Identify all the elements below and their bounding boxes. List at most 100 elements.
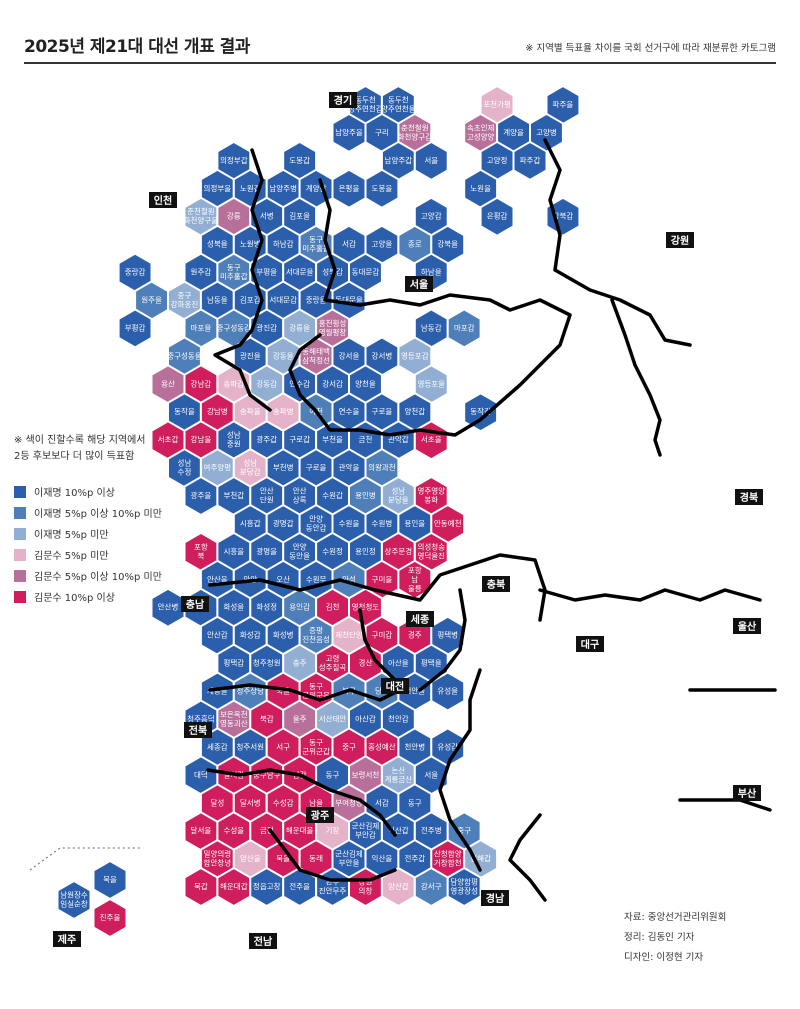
district-label: 김천: [326, 602, 340, 612]
district-label: 서갑: [342, 240, 356, 249]
district-label: 춘천철원: [401, 122, 429, 132]
district-label: 군위군갑: [302, 747, 330, 756]
district-label: 서초갑: [158, 435, 179, 444]
district-label: 송파갑: [223, 379, 244, 388]
district-label: 봉화: [424, 496, 438, 505]
legend-label: 이재명 5%p 이상 10%p 미만: [34, 509, 162, 520]
region-badge: 대구: [576, 636, 604, 652]
district-label: 송파을: [240, 407, 261, 416]
district-label: 계양갑: [306, 183, 327, 193]
district-label: 고양정: [487, 155, 508, 165]
district-label: 노원을: [470, 184, 491, 193]
district-label: 산청함양: [434, 849, 462, 859]
district-label: 영주영양: [417, 486, 445, 496]
district-label: 중랑을: [306, 296, 327, 305]
district-label: 화성을: [223, 603, 244, 612]
district-label: 마포갑: [454, 323, 475, 332]
district-label: 남: [411, 575, 418, 584]
district-label: 평택갑: [223, 658, 244, 668]
district-label: 남양주갑: [385, 156, 413, 165]
region-badge-label: 전남: [254, 935, 273, 948]
district-label: 평택병: [437, 630, 458, 640]
district-label: 용산: [161, 378, 175, 388]
district-label: 강서을: [339, 350, 360, 360]
district-label: 강동갑: [256, 378, 277, 388]
district-label: 미추홀갑: [220, 271, 248, 281]
region-badge: 경기: [329, 92, 357, 108]
district-label: 양천갑: [404, 406, 425, 416]
region-badge: 제주: [53, 931, 81, 947]
district-label: 중구성동을: [167, 351, 202, 360]
district-label: 군산김제: [352, 821, 380, 831]
district-label: 양산을: [240, 853, 261, 863]
district-label: 중구성동갑: [217, 323, 252, 332]
district-label: 수원병: [372, 519, 393, 528]
region-badge: 대전: [381, 678, 409, 694]
credit-designer: 디자인: 이정현 기자: [624, 952, 704, 963]
legend-label: 김문수 5%p 미만: [34, 551, 109, 562]
district-label: 진안무주: [319, 886, 347, 896]
district-label: 논산: [391, 765, 405, 775]
district-hex-shape: [479, 196, 515, 237]
district-label: 유성갑: [437, 742, 458, 751]
district-label: 부안을: [339, 858, 360, 868]
district-label: 강화옹진: [171, 299, 199, 309]
district-label: 도봉을: [372, 184, 393, 193]
district-label: 시흥갑: [240, 518, 261, 528]
district-hex: 남양주을: [331, 112, 367, 154]
district-label: 동구: [309, 682, 323, 691]
district-label: 중구남구: [253, 770, 281, 779]
district-label: 성남: [243, 459, 257, 468]
district-hex: 부평갑: [117, 308, 153, 349]
legend: ※ 색이 진할수록 해당 지역에서 2등 후보보다 더 많이 득표함 이재명 1…: [14, 433, 204, 607]
district-label: 파주갑: [520, 156, 541, 165]
district-label: 수원정: [322, 546, 343, 556]
district-label: 마포을: [191, 323, 212, 332]
district-label: 화천양구을: [184, 215, 219, 225]
district-hex-shape: [92, 897, 128, 939]
district-label: 경산: [359, 658, 373, 668]
district-label: 양산갑: [388, 881, 409, 891]
district-label: 강서병: [372, 350, 393, 360]
district-label: 광주을: [191, 490, 212, 500]
district-label: 진천음성: [302, 634, 330, 644]
district-label: 중원: [227, 440, 241, 449]
district-label: 은평갑: [487, 211, 508, 221]
district-label: 동대문갑: [352, 268, 380, 277]
district-label: 단원: [260, 495, 274, 505]
region-badge-label: 대전: [386, 680, 404, 693]
district-label: 서을: [424, 156, 438, 165]
district-label: 강서구: [421, 881, 442, 891]
district-label: 영동괴산: [220, 718, 248, 728]
district-label: 수정: [178, 467, 192, 477]
region-badge-label: 인천: [154, 194, 172, 207]
region-badge-label: 제주: [58, 933, 76, 946]
district-hex: 서초을: [413, 420, 449, 461]
district-label: 전주병: [421, 825, 442, 835]
district-label: 천안병: [404, 741, 425, 751]
region-badge: 인천: [149, 192, 177, 208]
district-label: 구로갑: [289, 435, 310, 444]
district-hex: 정읍고창: [249, 866, 285, 908]
district-hex: 진주을: [92, 897, 128, 939]
region-badge: 경남: [481, 890, 509, 906]
district-label: 상록: [293, 495, 307, 505]
district-label: 충주: [293, 659, 307, 668]
district-label: 고양병: [536, 128, 557, 137]
district-hex: 동작갑: [463, 392, 499, 433]
district-hex-shape: [56, 879, 92, 921]
district-label: 의창: [359, 886, 373, 896]
region-badge-label: 부산: [738, 787, 757, 800]
region-badge-bg: [181, 596, 209, 612]
region-badge-bg: [381, 678, 409, 694]
region-badge: 충북: [482, 576, 510, 592]
district-label: 용인을: [404, 518, 425, 528]
district-label: 고양갑: [421, 212, 442, 221]
district-hex-shape: [446, 866, 482, 908]
district-label: 광명을: [256, 546, 277, 556]
district-hex: 도봉을: [364, 168, 400, 209]
district-label: 미추홀을: [302, 243, 330, 253]
district-hex: 북을: [92, 859, 128, 901]
region-badge-label: 세종: [411, 613, 429, 626]
